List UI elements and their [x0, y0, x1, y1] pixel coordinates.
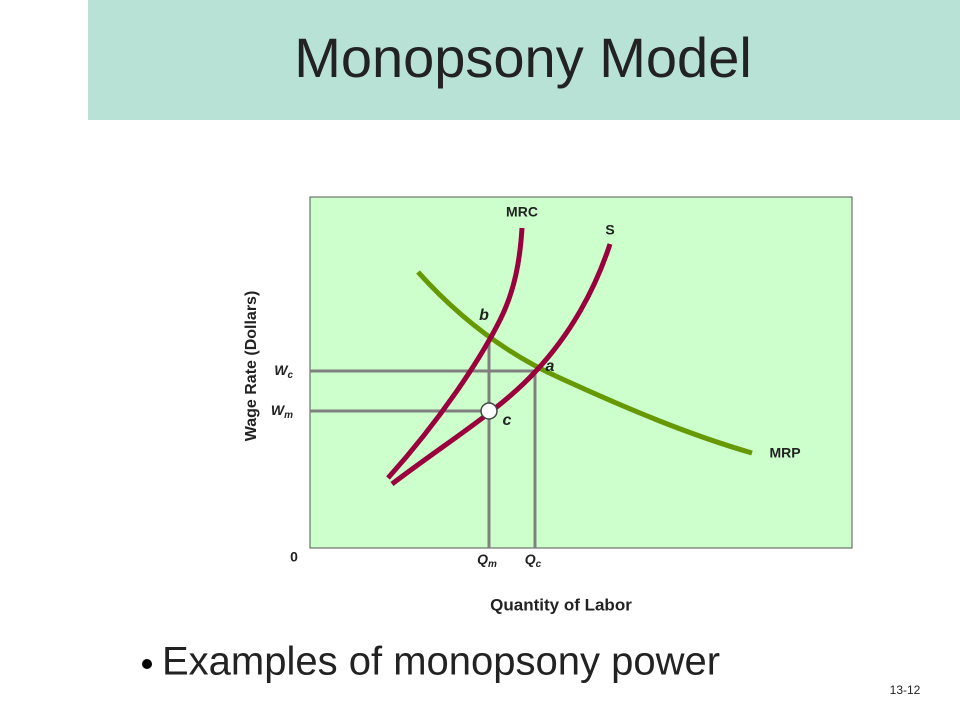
- point-c-marker: [480, 402, 498, 420]
- tick-base: W: [274, 362, 289, 378]
- bullet-text: Examples of monopsony power: [162, 640, 720, 684]
- slide-title: Monopsony Model: [294, 26, 752, 89]
- y-tick-label: Wm: [271, 402, 293, 421]
- point-label: c: [503, 412, 512, 429]
- s-curve: [390, 243, 613, 486]
- tick-sub: c: [287, 370, 293, 381]
- x-tick-label: Qc: [525, 551, 542, 570]
- mrc-curve: [386, 227, 525, 480]
- x-axis-label: Quantity of Labor: [490, 595, 632, 614]
- tick-sub: m: [284, 410, 293, 421]
- y-tick-label: Wc: [274, 362, 293, 381]
- header-band: [88, 0, 960, 120]
- tick-base: Q: [477, 551, 488, 567]
- mrp-curve: [416, 270, 753, 456]
- point-label: a: [546, 358, 555, 375]
- tick-sub: c: [536, 559, 542, 570]
- curve-label: MRP: [769, 445, 800, 461]
- x-tick-label: Qm: [477, 551, 497, 570]
- tick-sub: m: [488, 559, 497, 570]
- origin-label: 0: [290, 549, 298, 565]
- point-label: b: [479, 307, 489, 324]
- bullet-marker: [142, 659, 152, 669]
- slide-number: 13-12: [890, 683, 921, 697]
- y-axis-label: Wage Rate (Dollars): [243, 291, 260, 442]
- curve-label: S: [605, 222, 614, 238]
- tick-base: W: [271, 402, 286, 418]
- curve-label: MRC: [506, 204, 538, 220]
- tick-base: Q: [525, 551, 536, 567]
